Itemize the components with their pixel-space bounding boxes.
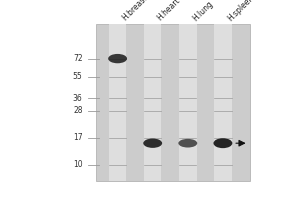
Ellipse shape bbox=[143, 139, 162, 148]
Bar bbox=[144, 24, 161, 181]
Text: 55: 55 bbox=[73, 72, 82, 81]
Ellipse shape bbox=[178, 139, 197, 148]
Text: H.breast: H.breast bbox=[120, 0, 150, 23]
Text: 10: 10 bbox=[73, 160, 82, 169]
Bar bbox=[179, 24, 196, 181]
Text: 72: 72 bbox=[73, 54, 82, 63]
Text: H.lung: H.lung bbox=[190, 0, 214, 23]
Text: H.spleen: H.spleen bbox=[226, 0, 256, 23]
Bar bbox=[109, 24, 126, 181]
Ellipse shape bbox=[214, 138, 232, 148]
Text: 28: 28 bbox=[73, 106, 82, 115]
Bar bbox=[214, 24, 232, 181]
Text: 36: 36 bbox=[73, 94, 82, 103]
Ellipse shape bbox=[108, 54, 127, 63]
Text: 17: 17 bbox=[73, 133, 82, 142]
Text: H.heart: H.heart bbox=[155, 0, 182, 23]
Bar bbox=[96, 24, 250, 181]
